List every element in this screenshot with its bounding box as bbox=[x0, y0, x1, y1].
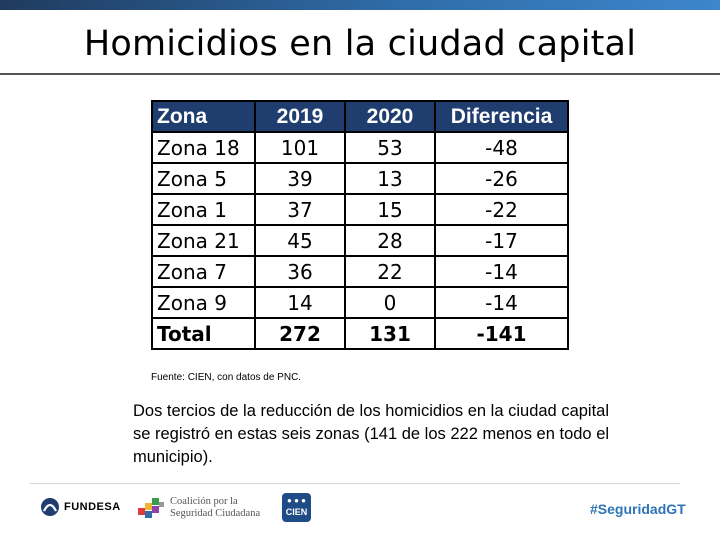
title-divider bbox=[0, 73, 720, 75]
table-row: Zona 9 14 0 -14 bbox=[151, 286, 569, 319]
cell-diferencia: -14 bbox=[434, 286, 569, 319]
total-label: Total bbox=[151, 317, 256, 350]
cell-2019: 39 bbox=[254, 162, 346, 195]
table-row: Zona 5 39 13 -26 bbox=[151, 162, 569, 195]
cien-logo: ● ● ● CIEN bbox=[282, 493, 311, 522]
homicides-table: Zona 2019 2020 Diferencia Zona 18 101 53… bbox=[151, 100, 569, 350]
cell-2020: 15 bbox=[344, 193, 436, 226]
cell-2020: 22 bbox=[344, 255, 436, 288]
cell-zona: Zona 5 bbox=[151, 162, 256, 195]
cell-2020: 28 bbox=[344, 224, 436, 257]
table-row: Zona 1 37 15 -22 bbox=[151, 193, 569, 226]
table-header-row: Zona 2019 2020 Diferencia bbox=[151, 100, 569, 133]
cell-zona: Zona 21 bbox=[151, 224, 256, 257]
hashtag-label: #SeguridadGT bbox=[590, 501, 686, 517]
table-row: Zona 7 36 22 -14 bbox=[151, 255, 569, 288]
cell-diferencia: -17 bbox=[434, 224, 569, 257]
table-row: Zona 21 45 28 -17 bbox=[151, 224, 569, 257]
cell-2019: 45 bbox=[254, 224, 346, 257]
cell-diferencia: -48 bbox=[434, 131, 569, 164]
cien-dots-icon: ● ● ● bbox=[287, 496, 306, 505]
source-note: Fuente: CIEN, con datos de PNC. bbox=[151, 372, 302, 383]
summary-text: Dos tercios de la reducción de los homic… bbox=[133, 402, 610, 466]
coalicion-line1: Coalición por la bbox=[170, 496, 238, 507]
header-diferencia: Diferencia bbox=[434, 100, 569, 133]
cell-2019: 14 bbox=[254, 286, 346, 319]
cell-2019: 37 bbox=[254, 193, 346, 226]
cell-2020: 0 bbox=[344, 286, 436, 319]
fundesa-text: FUNDESA bbox=[64, 501, 121, 513]
cell-zona: Zona 18 bbox=[151, 131, 256, 164]
cell-2020: 13 bbox=[344, 162, 436, 195]
table-total-row: Total 272 131 -141 bbox=[151, 317, 569, 350]
total-2019: 272 bbox=[254, 317, 346, 350]
coalicion-logo: Coalición por la Seguridad Ciudadana bbox=[136, 494, 260, 522]
cell-2019: 101 bbox=[254, 131, 346, 164]
footer-divider bbox=[30, 483, 680, 484]
cell-zona: Zona 9 bbox=[151, 286, 256, 319]
cien-text: CIEN bbox=[285, 507, 308, 517]
total-diferencia: -141 bbox=[434, 317, 569, 350]
cell-2020: 53 bbox=[344, 131, 436, 164]
cell-zona: Zona 1 bbox=[151, 193, 256, 226]
cell-zona: Zona 7 bbox=[151, 255, 256, 288]
total-2020: 131 bbox=[344, 317, 436, 350]
coalicion-line2: Seguridad Ciudadana bbox=[170, 508, 261, 519]
fundesa-logo: FUNDESA bbox=[40, 497, 121, 517]
top-accent-bar bbox=[0, 0, 720, 10]
fundesa-mark-icon bbox=[41, 498, 59, 516]
coalicion-mark-icon bbox=[138, 498, 164, 518]
cell-diferencia: -22 bbox=[434, 193, 569, 226]
cell-diferencia: -14 bbox=[434, 255, 569, 288]
table-row: Zona 18 101 53 -48 bbox=[151, 131, 569, 164]
cell-diferencia: -26 bbox=[434, 162, 569, 195]
header-2019: 2019 bbox=[254, 100, 346, 133]
cell-2019: 36 bbox=[254, 255, 346, 288]
header-zona: Zona bbox=[151, 100, 256, 133]
header-2020: 2020 bbox=[344, 100, 436, 133]
slide-title: Homicidios en la ciudad capital bbox=[83, 24, 637, 64]
